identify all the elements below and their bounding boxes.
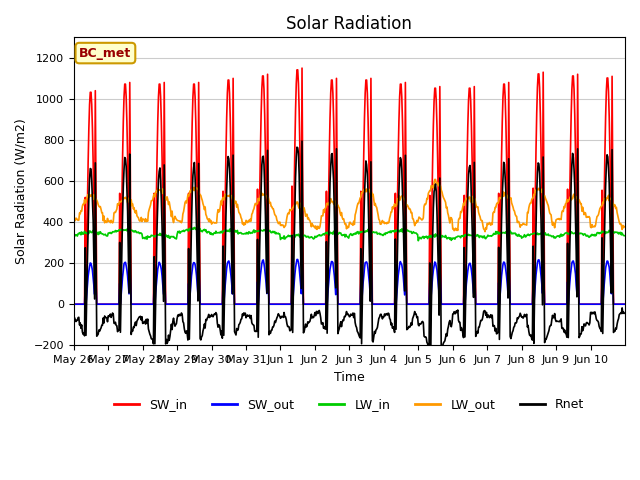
SW_out xyxy=(437,301,445,307)
SW_in xyxy=(70,301,77,307)
LW_in xyxy=(415,238,422,243)
SW_out xyxy=(293,257,301,263)
LW_out xyxy=(236,211,243,216)
Rnet xyxy=(70,318,77,324)
Y-axis label: Solar Radiation (W/m2): Solar Radiation (W/m2) xyxy=(15,119,28,264)
SW_in xyxy=(437,301,445,307)
LW_in xyxy=(620,233,628,239)
X-axis label: Time: Time xyxy=(334,371,365,384)
LW_out xyxy=(70,217,77,223)
Title: Solar Radiation: Solar Radiation xyxy=(287,15,412,33)
Rnet xyxy=(620,311,628,316)
SW_in xyxy=(263,246,271,252)
SW_in xyxy=(406,301,414,307)
LW_out xyxy=(284,211,291,217)
LW_in xyxy=(134,229,142,235)
Line: SW_in: SW_in xyxy=(74,68,624,304)
SW_in xyxy=(284,301,291,307)
SW_out xyxy=(620,301,628,307)
LW_out xyxy=(431,177,438,182)
SW_out xyxy=(263,291,271,297)
LW_in xyxy=(236,230,244,236)
SW_out xyxy=(406,301,414,307)
Rnet xyxy=(438,345,446,350)
LW_out xyxy=(134,215,142,220)
Legend: SW_in, SW_out, LW_in, LW_out, Rnet: SW_in, SW_out, LW_in, LW_out, Rnet xyxy=(109,393,589,416)
LW_in xyxy=(264,229,271,235)
SW_in xyxy=(298,65,306,71)
SW_in xyxy=(134,301,142,307)
SW_out xyxy=(70,301,77,307)
Rnet xyxy=(437,349,445,355)
Rnet xyxy=(134,316,142,322)
Rnet xyxy=(284,324,291,329)
LW_in xyxy=(191,225,198,230)
SW_out xyxy=(284,301,291,307)
LW_in xyxy=(438,233,446,239)
Text: BC_met: BC_met xyxy=(79,47,132,60)
Line: SW_out: SW_out xyxy=(74,260,624,304)
SW_out xyxy=(134,301,142,307)
LW_in xyxy=(406,229,414,235)
LW_in xyxy=(70,234,77,240)
LW_out xyxy=(437,187,445,193)
Line: LW_out: LW_out xyxy=(74,180,624,232)
SW_in xyxy=(236,301,243,307)
Rnet xyxy=(236,321,243,327)
Line: Rnet: Rnet xyxy=(74,141,624,352)
LW_out xyxy=(620,224,628,229)
SW_in xyxy=(620,301,628,307)
Line: LW_in: LW_in xyxy=(74,228,624,240)
Rnet xyxy=(298,138,306,144)
LW_in xyxy=(285,232,292,238)
LW_out xyxy=(481,229,489,235)
SW_out xyxy=(236,301,243,307)
LW_out xyxy=(406,206,413,212)
Rnet xyxy=(406,323,414,329)
Rnet xyxy=(263,290,271,296)
LW_out xyxy=(263,194,271,200)
